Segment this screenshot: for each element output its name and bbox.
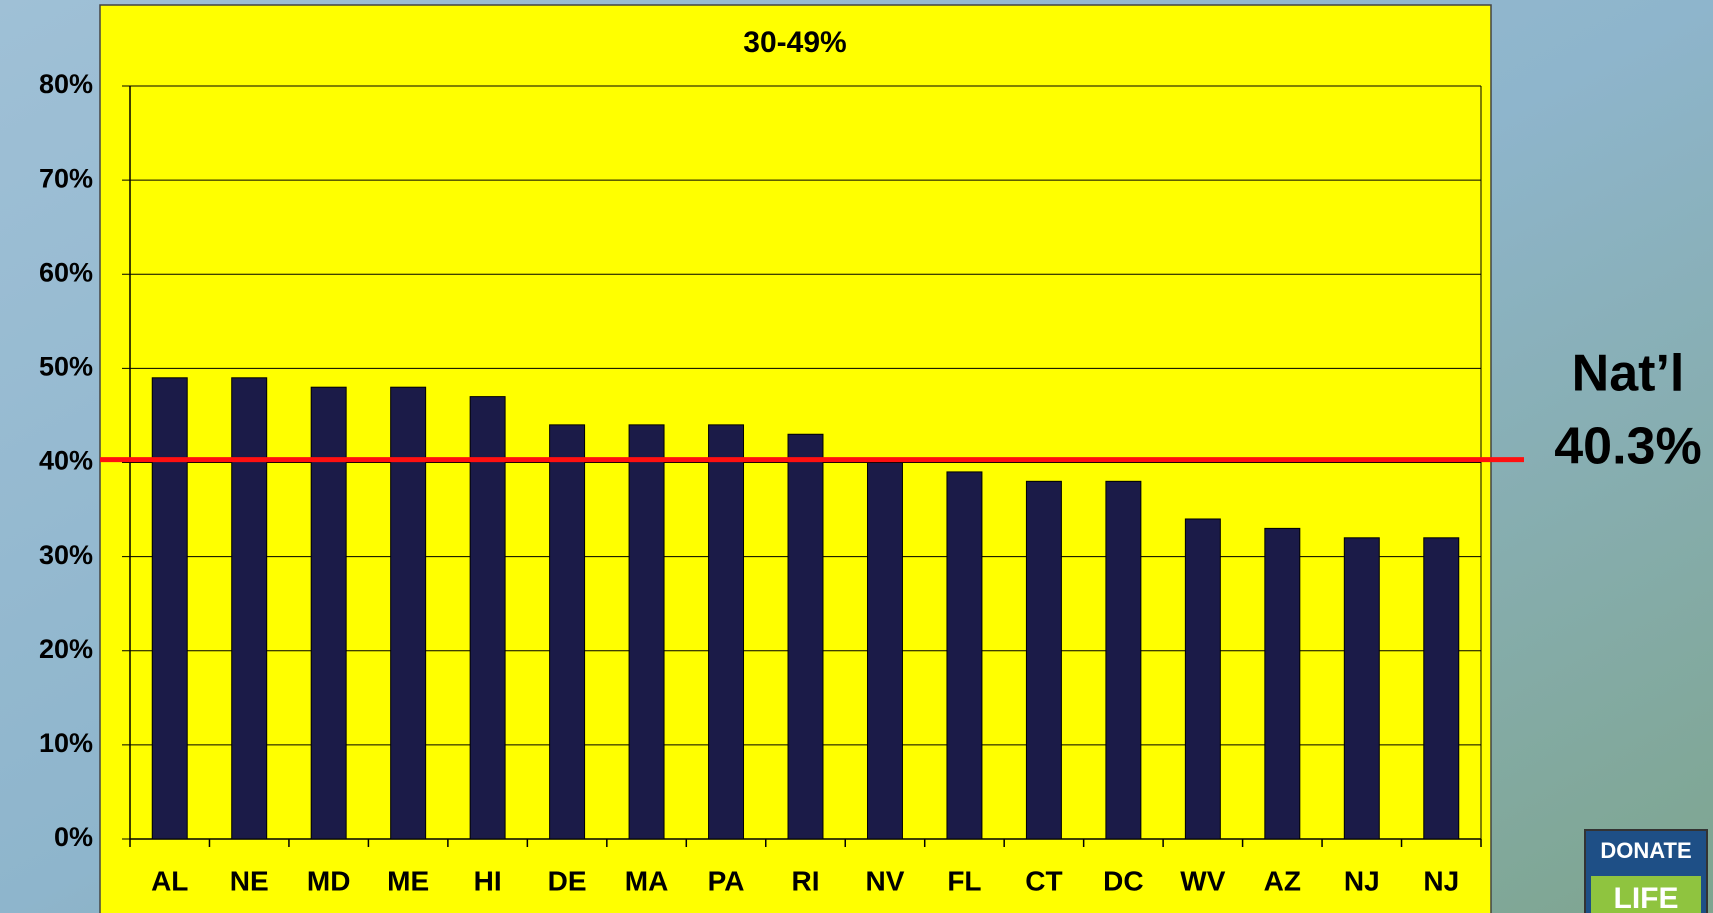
y-tick-label: 50% <box>39 352 93 382</box>
y-tick-label: 70% <box>39 163 93 193</box>
y-tick-label: 0% <box>54 822 93 852</box>
x-tick-label: AL <box>151 865 188 896</box>
y-tick-label: 80% <box>39 69 93 99</box>
bar <box>151 377 188 840</box>
y-tick-label: 30% <box>39 540 93 570</box>
bar <box>1184 518 1221 840</box>
reference-name: Nat’l <box>1572 345 1685 403</box>
reference-value: 40.3% <box>1554 418 1701 476</box>
x-tick-label: PA <box>708 865 745 896</box>
bar <box>1105 480 1142 840</box>
bar <box>390 386 427 840</box>
x-tick-label: ME <box>387 865 429 896</box>
bar <box>866 462 903 840</box>
bar <box>1343 537 1380 840</box>
x-tick-label: DE <box>548 865 587 896</box>
x-tick-label: NJ <box>1423 865 1459 896</box>
bar <box>1423 537 1460 840</box>
y-tick-label: 40% <box>39 446 93 476</box>
x-tick-label: AZ <box>1264 865 1301 896</box>
y-tick-label: 20% <box>39 634 93 664</box>
x-tick-label: DC <box>1103 865 1143 896</box>
x-tick-label: RI <box>792 865 820 896</box>
bar <box>708 424 745 840</box>
bar <box>231 377 268 840</box>
x-tick-label: NJ <box>1344 865 1380 896</box>
bar <box>310 386 347 840</box>
x-tick-label: CT <box>1025 865 1062 896</box>
x-tick-label: NE <box>230 865 269 896</box>
logo: DONATE LIFE <box>1584 829 1708 913</box>
logo-band <box>1591 876 1701 913</box>
bar <box>787 433 824 840</box>
x-tick-label: HI <box>474 865 502 896</box>
x-tick-label: FL <box>947 865 981 896</box>
bar <box>1025 480 1062 840</box>
x-tick-label: MA <box>625 865 669 896</box>
y-tick-label: 10% <box>39 728 93 758</box>
x-tick-label: NV <box>866 865 905 896</box>
x-tick-label: MD <box>307 865 351 896</box>
bar <box>946 471 983 840</box>
chart-title: 30-49% <box>743 26 846 59</box>
bar <box>469 396 506 840</box>
bar <box>549 424 586 840</box>
x-tick-label: WV <box>1180 865 1225 896</box>
bar <box>628 424 665 840</box>
logo-text: LIFE <box>1614 882 1679 913</box>
y-tick-label: 60% <box>39 257 93 287</box>
logo-text: DONATE <box>1600 838 1691 863</box>
bar <box>1264 527 1301 840</box>
